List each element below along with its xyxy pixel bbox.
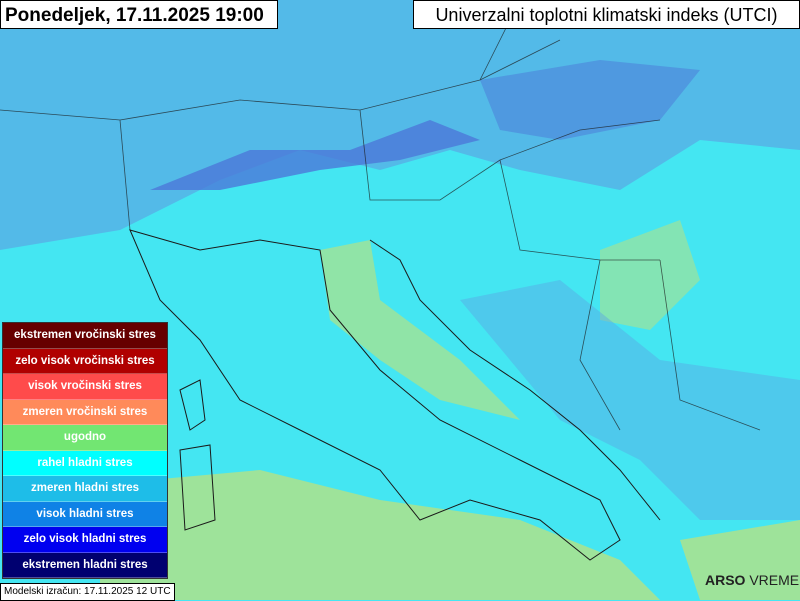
legend-item: rahel hladni stres [3,450,167,476]
legend-item: visok vročinski stres [3,374,167,400]
corsica-sardinia [179,379,216,531]
logo-product: VREME [749,572,800,588]
arso-logo: ARSO VREME [705,572,799,588]
very-cold-alps [150,120,480,190]
legend: ekstremen vročinski stres zelo visok vro… [2,322,168,579]
very-cold-east [480,60,700,140]
adriatic-east-coast [369,239,661,521]
legend-item: zmeren vročinski stres [3,399,167,425]
comfort-adriatic [320,240,520,420]
legend-item: zmeren hladni stres [3,476,167,502]
legend-item: ugodno [3,425,167,451]
legend-item: zelo visok vročinski stres [3,348,167,374]
cold-balkans [460,280,800,520]
legend-item: visok hladni stres [3,501,167,527]
forecast-datetime: Ponedeljek, 17.11.2025 19:00 [0,0,278,29]
comfort-southeast [680,520,800,600]
comfort-east [600,220,700,330]
comfort-tyrrhenian [100,470,660,600]
legend-item: zelo visok hladni stres [3,527,167,553]
map-title: Univerzalni toplotni klimatski indeks (U… [413,0,800,29]
logo-brand: ARSO [705,572,746,588]
model-run-label: Modelski izračun: 17.11.2025 12 UTC [0,583,175,601]
italy-coastline [129,229,621,561]
legend-item: ekstremen hladni stres [3,552,167,578]
legend-item: ekstremen vročinski stres [3,323,167,349]
country-borders [0,0,761,431]
